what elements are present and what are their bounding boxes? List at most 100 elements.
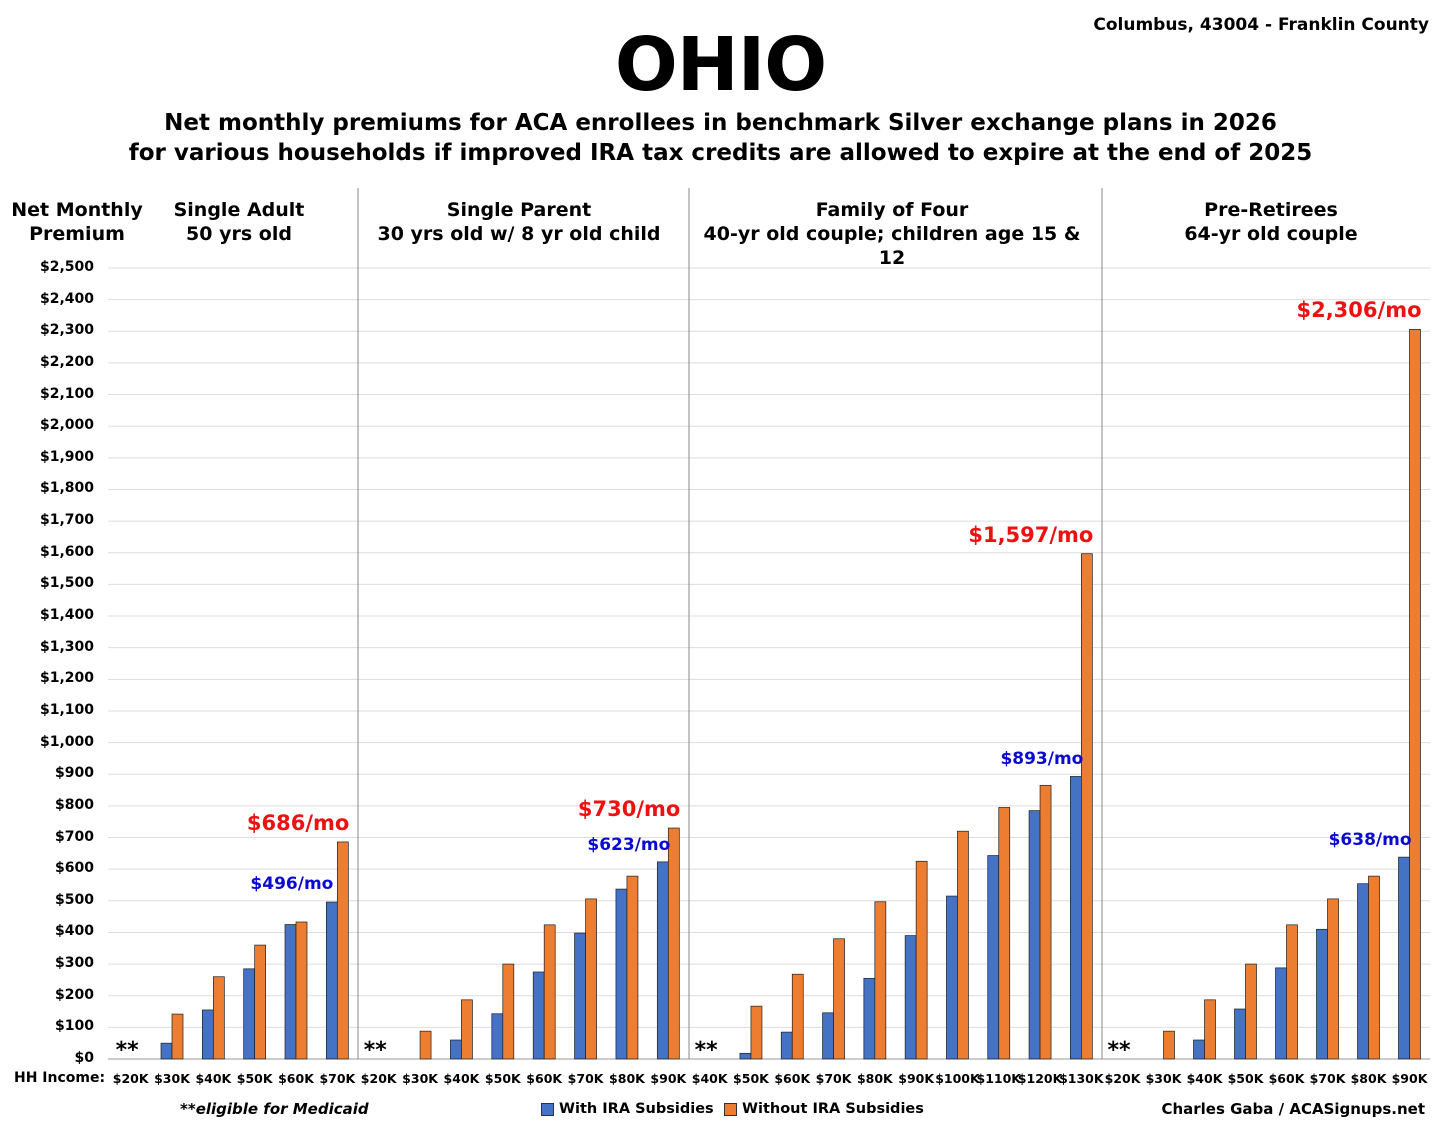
- bar-without-ira: [171, 1013, 184, 1060]
- bar-with-ira: [615, 888, 628, 1060]
- bar-with-ira: [160, 1042, 173, 1060]
- y-tick-label: $2,300: [39, 322, 94, 339]
- y-tick-label: $200: [55, 986, 94, 1003]
- group-label-pre-retirees: Pre-Retirees 64-yr old couple: [1104, 198, 1438, 246]
- y-tick-label: $400: [55, 923, 94, 940]
- x-tick-label: $30K: [1145, 1071, 1182, 1086]
- bar-without-ira: [585, 898, 597, 1060]
- group-label-single-adult: Single Adult 50 yrs old: [150, 198, 328, 246]
- bar-without-ira: [1245, 963, 1257, 1060]
- annotation-with-ira: $893/mo: [1000, 749, 1084, 770]
- group-title: Single Parent: [446, 199, 592, 221]
- y-tick-label: $1,400: [39, 607, 94, 624]
- x-tick-label: $20K: [112, 1071, 149, 1086]
- chart-title: OHIO: [614, 22, 827, 108]
- group-title: Single Adult: [173, 199, 305, 221]
- bar-with-ira: [325, 901, 338, 1060]
- y-axis-label: Net Monthly Premium: [11, 199, 143, 245]
- location-label: Columbus, 43004 - Franklin County: [1093, 15, 1429, 35]
- y-tick-label: $1,700: [39, 512, 94, 529]
- annotation-without-ira: $1,597/mo: [968, 522, 1094, 547]
- bar-without-ira: [336, 841, 349, 1060]
- annotation-with-ira: $623/mo: [587, 834, 671, 855]
- y-tick-label: $2,200: [39, 353, 94, 370]
- medicaid-marker: **: [115, 1038, 139, 1063]
- y-tick-label: $2,400: [39, 290, 94, 307]
- bar-without-ira: [1327, 898, 1339, 1060]
- x-tick-label: $80K: [609, 1071, 645, 1086]
- bar-with-ira: [1028, 810, 1041, 1060]
- legend-item-without: Without IRA Subsidies: [724, 1101, 924, 1117]
- bar-without-ira: [543, 924, 556, 1060]
- bar-with-ira: [863, 977, 876, 1060]
- legend-swatch-without: [724, 1102, 737, 1116]
- medicaid-marker: **: [363, 1038, 387, 1063]
- bar-with-ira: [284, 924, 297, 1060]
- y-tick-label: $900: [55, 765, 94, 782]
- bar-without-ira: [419, 1030, 432, 1060]
- bar-without-ira: [874, 901, 887, 1060]
- bar-with-ira: [1357, 883, 1369, 1060]
- group-label-family-of-four: Family of Four 40-yr old couple; childre…: [690, 198, 1094, 270]
- legend-label-without: Without IRA Subsidies: [742, 1101, 924, 1117]
- bar-with-ira: [1398, 856, 1410, 1060]
- bar-without-ira: [1080, 553, 1093, 1060]
- y-tick-label: $1,500: [39, 575, 94, 592]
- y-tick-label: $1,800: [39, 480, 94, 497]
- bar-with-ira: [822, 1012, 834, 1060]
- x-tick-label: $80K: [1350, 1071, 1387, 1086]
- bar-with-ira: [1234, 1008, 1246, 1060]
- y-tick-label: $0: [74, 1050, 94, 1066]
- y-tick-label: $2,500: [39, 259, 94, 275]
- bar-without-ira: [1204, 999, 1216, 1060]
- bar-with-ira: [987, 855, 1000, 1060]
- x-tick-label: $30K: [402, 1071, 438, 1086]
- group-label-single-parent: Single Parent 30 yrs old w/ 8 yr old chi…: [360, 198, 678, 246]
- x-tick-label: $70K: [319, 1071, 356, 1086]
- y-tick-label: $2,100: [39, 385, 94, 402]
- x-tick-label: $50K: [1227, 1071, 1264, 1086]
- x-tick-label: $110K: [976, 1071, 1021, 1086]
- x-tick-label: $40K: [195, 1071, 232, 1086]
- bar-without-ira: [1368, 875, 1380, 1060]
- x-tick-label: $40K: [443, 1071, 480, 1086]
- x-tick-label: $50K: [484, 1071, 521, 1086]
- bar-with-ira: [1316, 928, 1328, 1060]
- x-tick-label: $50K: [733, 1071, 769, 1086]
- group-subtitle: 40-yr old couple; children age 15 & 12: [703, 223, 1081, 269]
- group-subtitle: 50 yrs old: [186, 223, 292, 245]
- group-title: Pre-Retirees: [1204, 199, 1338, 221]
- bar-with-ira: [1193, 1039, 1205, 1060]
- x-tick-label: $130K: [1059, 1071, 1104, 1086]
- legend-item-with: With IRA Subsidies: [541, 1101, 714, 1117]
- x-tick-label: $40K: [1186, 1071, 1223, 1086]
- bar-without-ira: [461, 999, 473, 1060]
- bar-without-ira: [502, 963, 515, 1060]
- bar-with-ira: [1275, 967, 1287, 1060]
- x-tick-label: $70K: [567, 1071, 604, 1086]
- y-tick-label: $600: [55, 860, 94, 877]
- bar-with-ira: [574, 932, 586, 1060]
- y-tick-label: $1,200: [39, 670, 94, 687]
- x-tick-label: $30K: [154, 1071, 190, 1086]
- bar-with-ira: [904, 935, 917, 1060]
- y-tick-label: $500: [55, 891, 94, 908]
- bar-without-ira: [957, 830, 969, 1060]
- x-tick-label: $60K: [526, 1071, 563, 1086]
- x-tick-label: $70K: [1309, 1071, 1346, 1086]
- group-subtitle: 64-yr old couple: [1184, 223, 1358, 245]
- bar-without-ira: [254, 944, 267, 1060]
- bar-without-ira: [1409, 329, 1421, 1060]
- bar-without-ira: [1286, 924, 1298, 1060]
- medicaid-marker: **: [1107, 1038, 1131, 1063]
- legend-swatch-with: [541, 1102, 554, 1116]
- bar-without-ira: [833, 938, 845, 1060]
- bar-with-ira: [243, 968, 256, 1060]
- y-tick-label: $700: [55, 828, 94, 845]
- annotation-with-ira: $638/mo: [1328, 830, 1412, 851]
- bar-with-ira: [946, 895, 958, 1060]
- y-tick-label: $800: [55, 796, 94, 813]
- x-tick-label: $90K: [650, 1071, 687, 1086]
- bar-without-ira: [791, 973, 804, 1060]
